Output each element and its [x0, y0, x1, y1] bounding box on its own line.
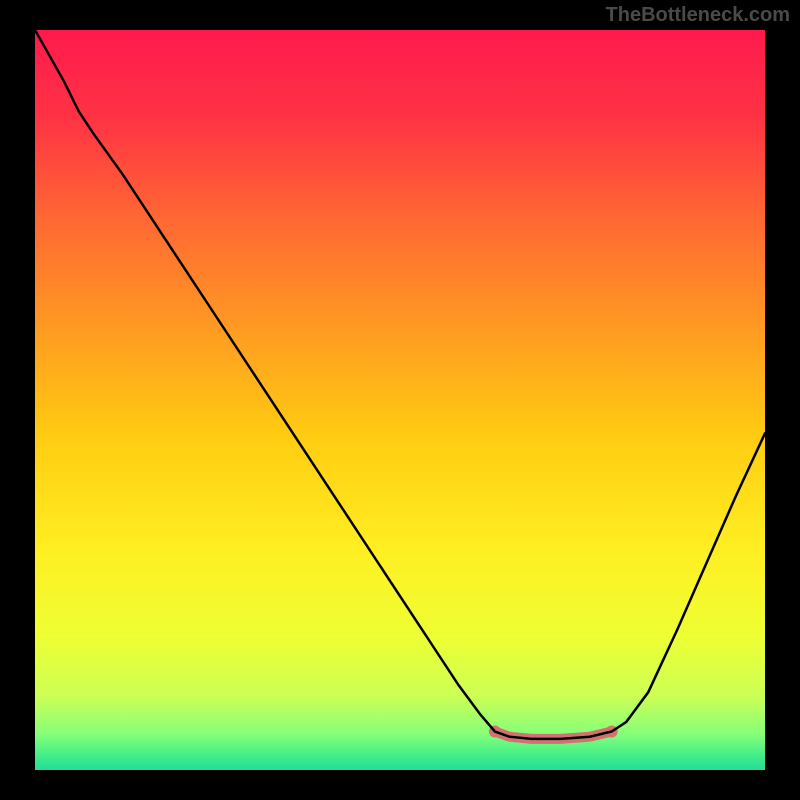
chart-container: TheBottleneck.com — [0, 0, 800, 800]
curve-layer — [35, 30, 765, 770]
plot-area — [35, 30, 765, 770]
bottleneck-curve — [35, 30, 765, 739]
attribution-text: TheBottleneck.com — [606, 4, 790, 27]
